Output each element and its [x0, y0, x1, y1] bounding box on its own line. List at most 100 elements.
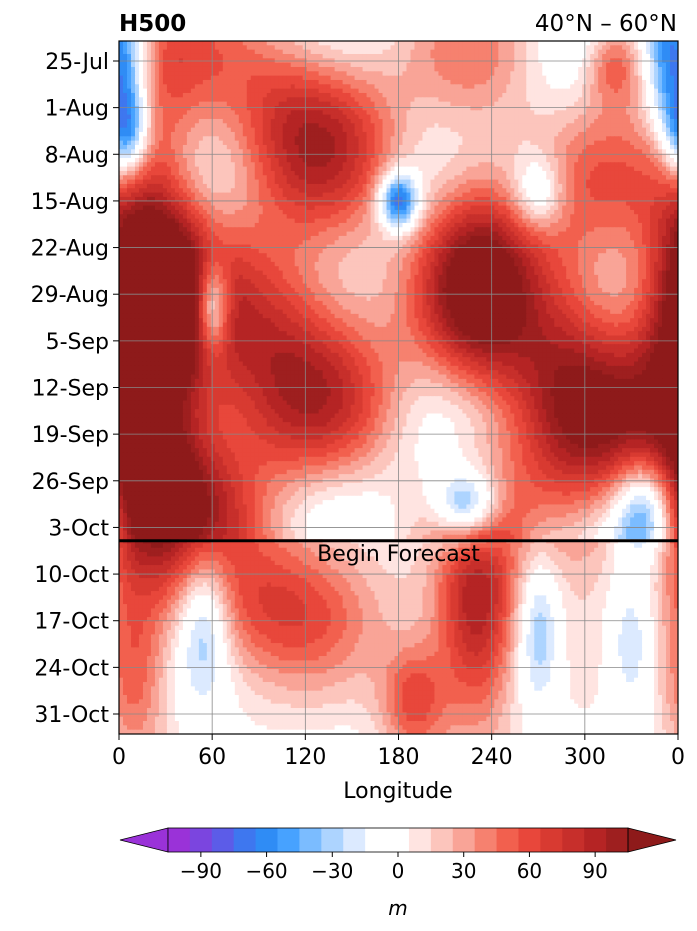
field-cell: [474, 92, 479, 98]
field-cell: [674, 92, 678, 98]
field-cell: [358, 131, 364, 137]
field-cell: [234, 166, 240, 172]
field-cell: [310, 179, 316, 185]
field-cell: [594, 79, 599, 85]
field-cell: [566, 92, 571, 98]
field-cell: [406, 127, 412, 133]
field-cell: [518, 127, 523, 133]
field-cell: [450, 88, 455, 94]
field-cell: [570, 149, 575, 155]
field-cell: [638, 136, 643, 142]
field-cell: [226, 66, 232, 72]
field-cell: [542, 84, 547, 90]
field-cell: [458, 84, 463, 90]
field-cell: [546, 162, 551, 168]
field-cell: [294, 149, 300, 155]
field-cell: [638, 110, 643, 116]
field-cell: [370, 118, 376, 124]
field-cell: [398, 97, 404, 103]
field-cell: [162, 62, 168, 68]
field-cell: [350, 136, 356, 142]
field-cell: [430, 92, 436, 98]
field-cell: [266, 118, 272, 124]
field-cell: [138, 157, 144, 163]
field-cell: [366, 110, 372, 116]
field-cell: [238, 79, 244, 85]
field-cell: [598, 127, 603, 133]
field-cell: [482, 49, 487, 55]
field-cell: [270, 179, 276, 185]
field-cell: [534, 71, 539, 77]
field-cell: [590, 183, 595, 189]
field-cell: [190, 136, 196, 142]
field-cell: [386, 75, 392, 81]
field-cell: [518, 144, 523, 150]
field-cell: [318, 88, 324, 94]
field-cell: [666, 118, 671, 124]
field-cell: [510, 136, 515, 142]
field-cell: [506, 183, 511, 189]
field-cell: [570, 66, 575, 72]
field-cell: [230, 110, 236, 116]
field-cell: [638, 88, 643, 94]
field-cell: [622, 157, 627, 163]
field-cell: [666, 62, 671, 68]
field-cell: [346, 192, 352, 198]
field-cell: [662, 97, 667, 103]
field-cell: [378, 75, 384, 81]
field-cell: [238, 105, 244, 111]
field-cell: [374, 105, 380, 111]
field-cell: [270, 110, 276, 116]
field-cell: [290, 140, 296, 146]
field-cell: [154, 170, 160, 176]
field-cell: [218, 101, 224, 107]
field-cell: [202, 49, 208, 55]
field-cell: [498, 101, 503, 107]
field-cell: [418, 79, 424, 85]
field-cell: [262, 101, 268, 107]
field-cell: [358, 118, 364, 124]
field-cell: [422, 188, 428, 194]
field-cell: [294, 131, 300, 137]
field-cell: [602, 92, 607, 98]
field-cell: [142, 183, 148, 189]
field-cell: [590, 66, 595, 72]
field-cell: [350, 114, 356, 120]
field-cell: [506, 118, 511, 124]
field-cell: [654, 144, 659, 150]
field-cell: [150, 41, 156, 46]
field-cell: [506, 49, 511, 55]
field-cell: [506, 179, 511, 185]
field-cell: [210, 123, 216, 129]
field-cell: [514, 84, 519, 90]
field-cell: [346, 166, 352, 172]
field-cell: [642, 118, 647, 124]
field-cell: [314, 66, 320, 72]
field-cell: [214, 166, 220, 172]
field-cell: [590, 84, 595, 90]
field-cell: [146, 188, 152, 194]
field-cell: [250, 162, 256, 168]
field-cell: [234, 71, 240, 77]
field-cell: [206, 140, 212, 146]
field-cell: [446, 45, 451, 51]
field-cell: [526, 45, 531, 51]
field-cell: [254, 79, 260, 85]
field-cell: [214, 62, 220, 68]
field-cell: [298, 71, 304, 77]
field-cell: [622, 179, 627, 185]
field-cell: [554, 105, 559, 111]
field-cell: [242, 157, 248, 163]
field-cell: [230, 131, 236, 137]
field-cell: [670, 105, 675, 111]
field-cell: [326, 49, 332, 55]
field-cell: [326, 41, 332, 46]
field-cell: [150, 166, 156, 172]
field-cell: [470, 105, 475, 111]
field-cell: [634, 127, 639, 133]
field-cell: [170, 84, 176, 90]
field-cell: [366, 53, 372, 59]
field-cell: [470, 183, 475, 189]
field-cell: [286, 105, 292, 111]
field-cell: [278, 127, 284, 133]
